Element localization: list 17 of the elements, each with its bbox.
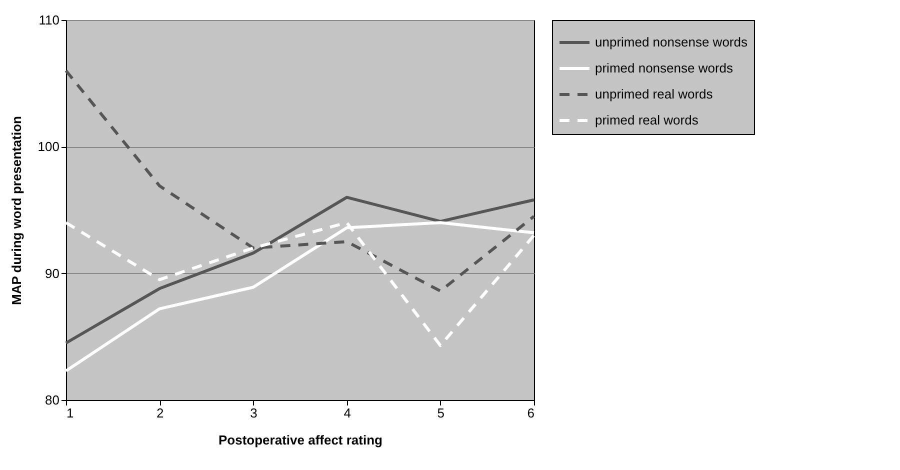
legend-label: unprimed nonsense words [595,34,748,50]
x-tick-label: 2 [156,406,164,420]
y-tick-label: 110 [38,12,60,28]
y-axis-title: MAP during word presentation [8,116,24,305]
x-tick-label: 4 [344,406,351,420]
x-tick-label: 6 [527,406,534,420]
x-axis-title: Postoperative affect rating [218,432,383,448]
line-series [64,221,536,372]
legend-label: primed real words [595,112,699,128]
legend-label: primed nonsense words [595,60,734,76]
y-tick-label: 80 [45,392,60,408]
legend-label: unprimed real words [595,86,714,102]
x-tick-label: 3 [250,406,258,420]
y-tick-label: 100 [38,139,60,154]
x-tick-label: 5 [437,406,445,420]
x-tick-label: 1 [66,406,74,420]
y-tick-label: 90 [45,266,60,281]
